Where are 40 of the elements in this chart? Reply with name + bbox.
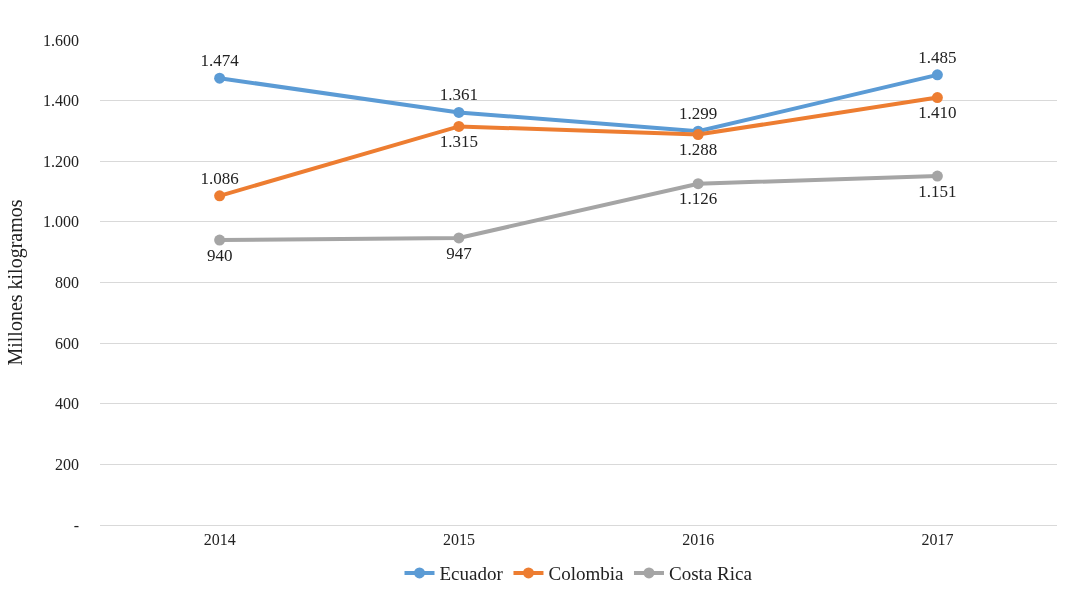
- x-tick-label: 2015: [442, 531, 475, 549]
- y-axis-title: Millones kilogramos: [3, 199, 27, 366]
- point: [931, 92, 943, 104]
- data-label: 1.410: [918, 103, 957, 123]
- y-tick-label: 800: [55, 274, 79, 292]
- data-label: 1.315: [439, 132, 479, 152]
- x-tick-label: 2014: [203, 531, 236, 549]
- y-tick-label: 200: [55, 455, 79, 473]
- data-label: 1.288: [679, 140, 718, 160]
- x-tick-label: 2016: [682, 531, 715, 549]
- y-tick-label: 1.200: [43, 152, 79, 170]
- data-label: 1.299: [679, 104, 718, 124]
- y-tick-label: 1.600: [43, 31, 79, 49]
- x-tick-label: 2017: [921, 531, 954, 549]
- legend-label: Costa Rica: [668, 563, 753, 585]
- y-tick-label: 1.000: [43, 213, 79, 231]
- y-tick-label: 600: [55, 334, 79, 352]
- data-label: 947: [446, 243, 473, 263]
- y-tick-label: 400: [55, 395, 79, 413]
- data-label: 1.086: [200, 168, 239, 188]
- point: [453, 106, 465, 118]
- point: [931, 170, 943, 182]
- legend-label: Colombia: [548, 563, 624, 585]
- y-tick-label: 1.400: [43, 92, 79, 110]
- data-label: 1.151: [918, 181, 957, 201]
- point: [692, 178, 704, 190]
- point: [931, 69, 943, 81]
- data-label: 940: [206, 245, 233, 265]
- data-label: 1.474: [200, 51, 240, 71]
- legend-label: Ecuador: [439, 563, 504, 585]
- point: [453, 120, 465, 132]
- data-label: 1.126: [679, 189, 718, 209]
- point: [692, 129, 704, 141]
- point: [214, 72, 226, 84]
- point: [214, 234, 226, 246]
- y-tick-label: -: [73, 516, 79, 534]
- point: [453, 232, 465, 244]
- point: [214, 190, 226, 202]
- data-label: 1.361: [439, 85, 479, 105]
- data-label: 1.485: [918, 47, 957, 67]
